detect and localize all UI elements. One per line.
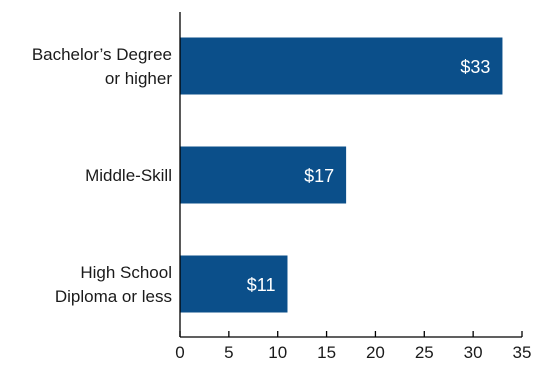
x-tick-label: 35 <box>513 343 532 362</box>
x-tick-label: 20 <box>366 343 385 362</box>
x-tick-label: 10 <box>268 343 287 362</box>
category-label-line: Bachelor’s Degree <box>32 45 172 64</box>
x-tick-label: 30 <box>464 343 483 362</box>
category-labels: Bachelor’s Degree or higher Middle-Skill Hi… <box>32 45 173 306</box>
bars-layer: $33 $17 $11 <box>180 37 503 313</box>
axes: 0 5 10 15 20 25 30 35 <box>175 12 531 362</box>
category-label: High School Diploma or less <box>55 263 172 306</box>
category-label: Middle-Skill <box>85 166 172 185</box>
bar <box>180 255 288 313</box>
x-tick-label: 5 <box>224 343 233 362</box>
category-label: Bachelor’s Degree or higher <box>32 45 173 88</box>
data-label: $11 <box>247 275 276 295</box>
category-label-line: or higher <box>105 69 172 88</box>
bar <box>180 37 503 95</box>
x-tick-label: 25 <box>415 343 434 362</box>
category-label-line: Diploma or less <box>55 287 172 306</box>
x-tick-label: 0 <box>175 343 184 362</box>
category-label-line: High School <box>80 263 172 282</box>
bar <box>180 146 347 204</box>
x-tick-label: 15 <box>317 343 336 362</box>
data-label: $17 <box>304 166 334 186</box>
data-label: $33 <box>460 57 490 77</box>
category-label-line: Middle-Skill <box>85 166 172 185</box>
